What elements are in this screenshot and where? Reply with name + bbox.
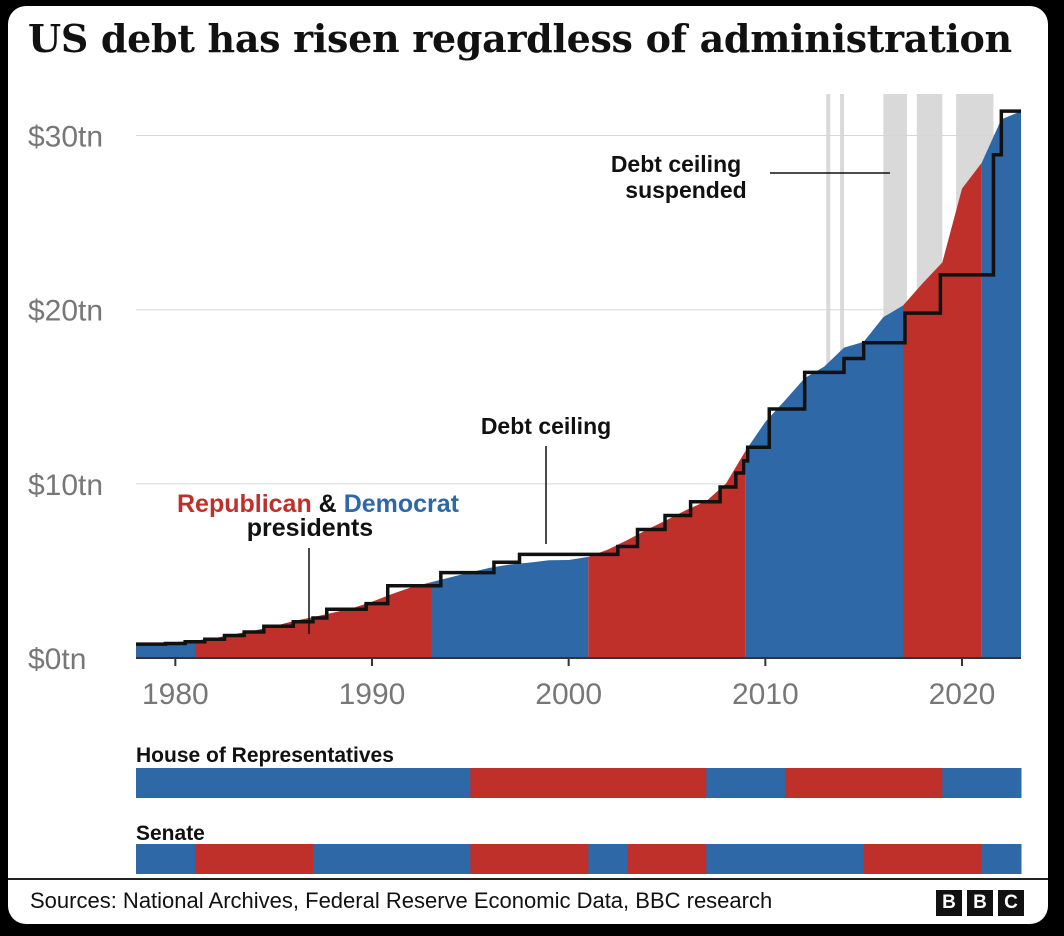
legend-democrat: Democrat — [344, 490, 460, 518]
senate-bar-segment-democrat — [981, 844, 1022, 874]
bbc-logo-letter: B — [967, 890, 993, 916]
senate-bar-segment-democrat — [706, 844, 865, 874]
senate-bar-label: Senate — [136, 822, 205, 845]
senate-bar-segment-democrat — [313, 844, 471, 874]
democrat-term-area — [431, 556, 589, 658]
x-tick-label: 1990 — [339, 678, 406, 711]
house-bar-segment-republican — [470, 768, 707, 798]
senate-bar-segment-republican — [195, 844, 314, 874]
house-bar-label: House of Representatives — [136, 744, 394, 767]
debt-chart: $0tn $10tn $20tn $30tn 1980 1990 2000 2010 2020 D… — [28, 94, 1022, 874]
legend-parties: Republican & Democrat — [177, 490, 460, 518]
y-tick-label: $10tn — [28, 469, 103, 502]
legend-republican: Republican — [177, 490, 312, 518]
house-bar-segment-democrat — [942, 768, 1022, 798]
x-tick-label: 2000 — [535, 678, 602, 711]
senate-bar-segment-democrat — [588, 844, 629, 874]
annotation-debt-ceiling-suspended: suspended — [625, 177, 746, 203]
y-tick-label: $30tn — [28, 121, 103, 154]
democrat-term-area — [745, 305, 903, 658]
senate-bar-segment-republican — [470, 844, 589, 874]
bbc-logo-letter: C — [998, 890, 1024, 916]
legend-presidents: presidents — [247, 514, 373, 542]
republican-term-area — [903, 162, 982, 658]
legend-amp: & — [312, 490, 344, 518]
senate-bar-segment-republican — [627, 844, 707, 874]
annotation-debt-ceiling: Debt ceiling — [481, 413, 611, 439]
bbc-logo: B B C — [936, 890, 1024, 916]
senate-bar-segment-republican — [863, 844, 983, 874]
chart-card: US debt has risen regardless of administ… — [8, 6, 1048, 924]
debt-ceiling-line — [136, 109, 1021, 646]
x-tick-label: 2010 — [732, 678, 799, 711]
x-tick-label: 1980 — [142, 678, 209, 711]
senate-bar-segment-democrat — [136, 844, 196, 874]
source-note: Sources: National Archives, Federal Rese… — [30, 888, 773, 913]
house-bar-segment-democrat — [706, 768, 786, 798]
democrat-term-area — [981, 111, 1021, 658]
y-tick-label: $0tn — [28, 643, 86, 676]
chart-title: US debt has risen regardless of administ… — [28, 16, 1012, 61]
footer-divider — [8, 878, 1048, 880]
house-bar-segment-republican — [785, 768, 943, 798]
y-tick-label: $20tn — [28, 295, 103, 328]
bbc-logo-letter: B — [936, 890, 962, 916]
annotation-debt-ceiling-suspended: Debt ceiling — [611, 151, 741, 177]
house-bar-segment-democrat — [136, 768, 471, 798]
x-tick-label: 2020 — [929, 678, 996, 711]
